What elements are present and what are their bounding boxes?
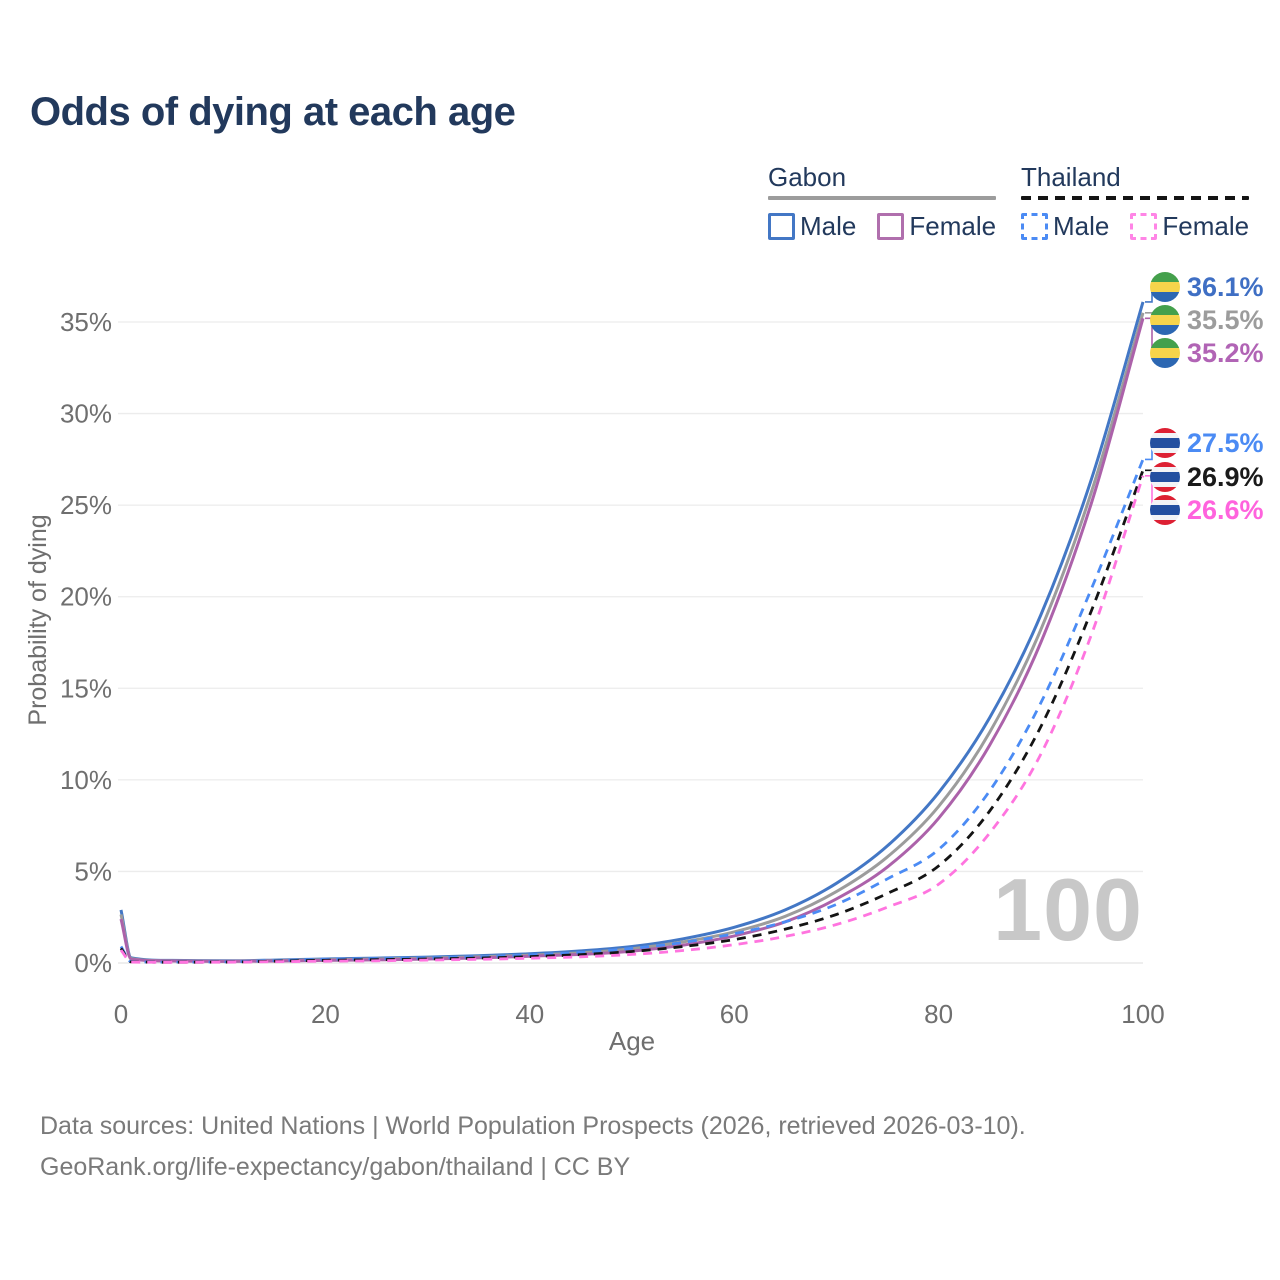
curve-gabon-female[interactable] (119, 317, 1145, 963)
x-tick-label: 80 (924, 999, 953, 1029)
legend-item-label: Female (909, 211, 997, 241)
x-tick-label: 60 (720, 999, 749, 1029)
legend-item-label: Female (1162, 211, 1250, 241)
curve-gabon-male[interactable] (119, 301, 1145, 963)
curve-gabon-total[interactable] (119, 312, 1145, 963)
legend-item-thailand-male[interactable]: Male (1021, 211, 1109, 242)
end-label-thailand-female: 26.6% (1150, 495, 1264, 525)
y-tick-label: 30% (60, 399, 112, 429)
legend-items-gabon: Male Female (768, 211, 996, 242)
legend-swatch-icon (1130, 213, 1158, 240)
gabon-flag-icon (1150, 305, 1180, 335)
end-label-value: 35.2% (1187, 337, 1264, 368)
curve-thailand-male[interactable] (119, 458, 1145, 964)
x-tick-label: 100 (1121, 999, 1164, 1029)
end-label-value: 35.5% (1187, 304, 1264, 335)
legend-swatch-icon (877, 213, 905, 240)
end-label-value: 27.5% (1187, 427, 1264, 458)
legend-item-label: Male (800, 211, 857, 241)
gabon-flag-icon (1150, 338, 1180, 368)
x-tick-label: 0 (114, 999, 128, 1029)
legend-country-gabon[interactable]: Gabon (768, 162, 847, 192)
y-axis-title: Probability of dying (24, 514, 52, 725)
page-title: Odds of dying at each age (30, 90, 516, 134)
y-tick-label: 0% (74, 948, 112, 978)
legend-country-thailand[interactable]: Thailand (1021, 162, 1121, 192)
age-counter-watermark: 100 (993, 860, 1143, 959)
legend-item-gabon-male[interactable]: Male (768, 211, 856, 242)
footer-link[interactable]: GeoRank.org/life-expectancy/gabon/thaila… (40, 1153, 631, 1181)
legend-underline-thailand (1021, 196, 1250, 200)
legend-item-thailand-female[interactable]: Female (1130, 211, 1249, 242)
thailand-flag-icon (1150, 462, 1180, 492)
end-label-value: 26.9% (1187, 461, 1264, 492)
end-label-gabon-male: 36.1% (1150, 272, 1264, 302)
legend-underline-gabon (768, 196, 997, 200)
legend-swatch-icon (768, 213, 795, 240)
legend-swatch-icon (1021, 213, 1048, 240)
footer: Data sources: United Nations | World Pop… (40, 1106, 1026, 1188)
x-tick-label: 20 (311, 999, 340, 1029)
y-tick-label: 25% (60, 490, 112, 520)
y-tick-label: 20% (60, 582, 112, 612)
legend-group-thailand: Thailand Male Female (1021, 162, 1250, 242)
end-label-value: 36.1% (1187, 271, 1264, 302)
x-tick-label: 40 (515, 999, 544, 1029)
y-tick-label: 35% (60, 307, 112, 337)
y-tick-label: 5% (74, 856, 112, 886)
y-tick-label: 10% (60, 765, 112, 795)
legend-item-gabon-female[interactable]: Female (877, 211, 996, 242)
x-axis-title: Age (609, 1026, 655, 1056)
curve-thailand-female[interactable] (119, 475, 1145, 964)
thailand-flag-icon (1150, 428, 1180, 458)
y-tick-label: 15% (60, 673, 112, 703)
gabon-flag-icon (1150, 272, 1180, 302)
legend-item-label: Male (1053, 211, 1110, 241)
end-label-gabon-total: 35.5% (1150, 305, 1264, 335)
footer-sources: Data sources: United Nations | World Pop… (40, 1112, 1026, 1140)
legend-group-gabon: Gabon Male Female (768, 162, 997, 242)
legend-items-thailand: Male Female (1021, 211, 1249, 242)
end-label-thailand-total: 26.9% (1150, 462, 1264, 492)
end-label-gabon-female: 35.2% (1150, 338, 1264, 368)
end-label-value: 26.6% (1187, 494, 1264, 525)
thailand-flag-icon (1150, 495, 1180, 525)
end-label-thailand-male: 27.5% (1150, 428, 1264, 458)
